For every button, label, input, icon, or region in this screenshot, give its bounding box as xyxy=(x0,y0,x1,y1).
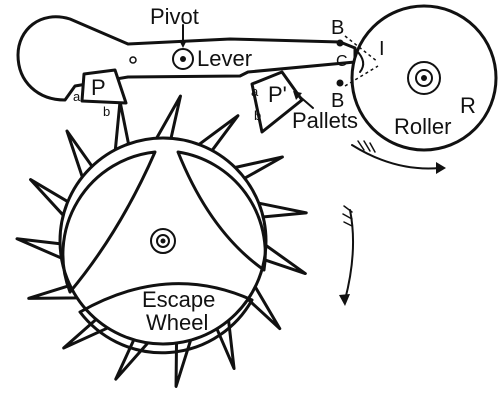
pallet-exit-face-b: b xyxy=(254,108,261,123)
r-label: R xyxy=(460,93,476,118)
roller-rotation-arrow xyxy=(351,140,446,174)
escape-wheel-arbor xyxy=(150,228,176,254)
lever-hole xyxy=(129,56,137,64)
guard-line-lower xyxy=(344,65,379,87)
wheel-cutout-bottom xyxy=(78,282,254,355)
banking-pin-upper xyxy=(336,39,344,47)
roller-arbor xyxy=(407,61,441,95)
pivot-pointer-head xyxy=(179,40,187,48)
escape-wheel-tooth xyxy=(153,94,182,142)
lever-label: Lever xyxy=(197,46,252,71)
pallet-entry-face-a: a xyxy=(73,89,81,104)
pallet-entry xyxy=(80,68,128,105)
roller-label: Roller xyxy=(394,114,451,139)
impulse-pin-label: I xyxy=(379,38,385,60)
pivot-label: Pivot xyxy=(150,4,199,29)
c-label: C xyxy=(336,53,348,70)
escape-wheel-teeth xyxy=(15,94,308,388)
pallet-exit xyxy=(250,70,304,134)
impulse-pin xyxy=(355,49,365,73)
wheel-cutout-left xyxy=(61,150,157,294)
escape-wheel-tooth xyxy=(15,237,66,261)
banking-pin-lower-label: B xyxy=(331,90,344,112)
banking-pin-upper-label: B xyxy=(331,17,344,39)
pallet-exit-label: P' xyxy=(268,82,287,107)
pallets-label: Pallets xyxy=(292,108,358,133)
escape-wheel-tooth xyxy=(260,242,307,276)
pallet-entry-label: P xyxy=(91,75,106,100)
lever-pivot xyxy=(172,48,194,70)
escape-wheel-tooth xyxy=(174,336,193,388)
pallet-exit-face-a: a xyxy=(251,84,259,99)
escape-wheel-label-line2: Wheel xyxy=(146,310,208,335)
guard-line-upper xyxy=(344,35,379,63)
lever-body xyxy=(16,15,357,102)
escape-wheel-rotation-arrow xyxy=(339,205,355,306)
pallets-pointer xyxy=(297,94,314,109)
escape-wheel-label-line1: Escape xyxy=(142,287,215,312)
pallet-entry-face-b: b xyxy=(103,104,110,119)
banking-pin-lower xyxy=(336,79,344,87)
wheel-cutout-right xyxy=(176,150,267,272)
pallets-pointer-head xyxy=(293,91,302,100)
